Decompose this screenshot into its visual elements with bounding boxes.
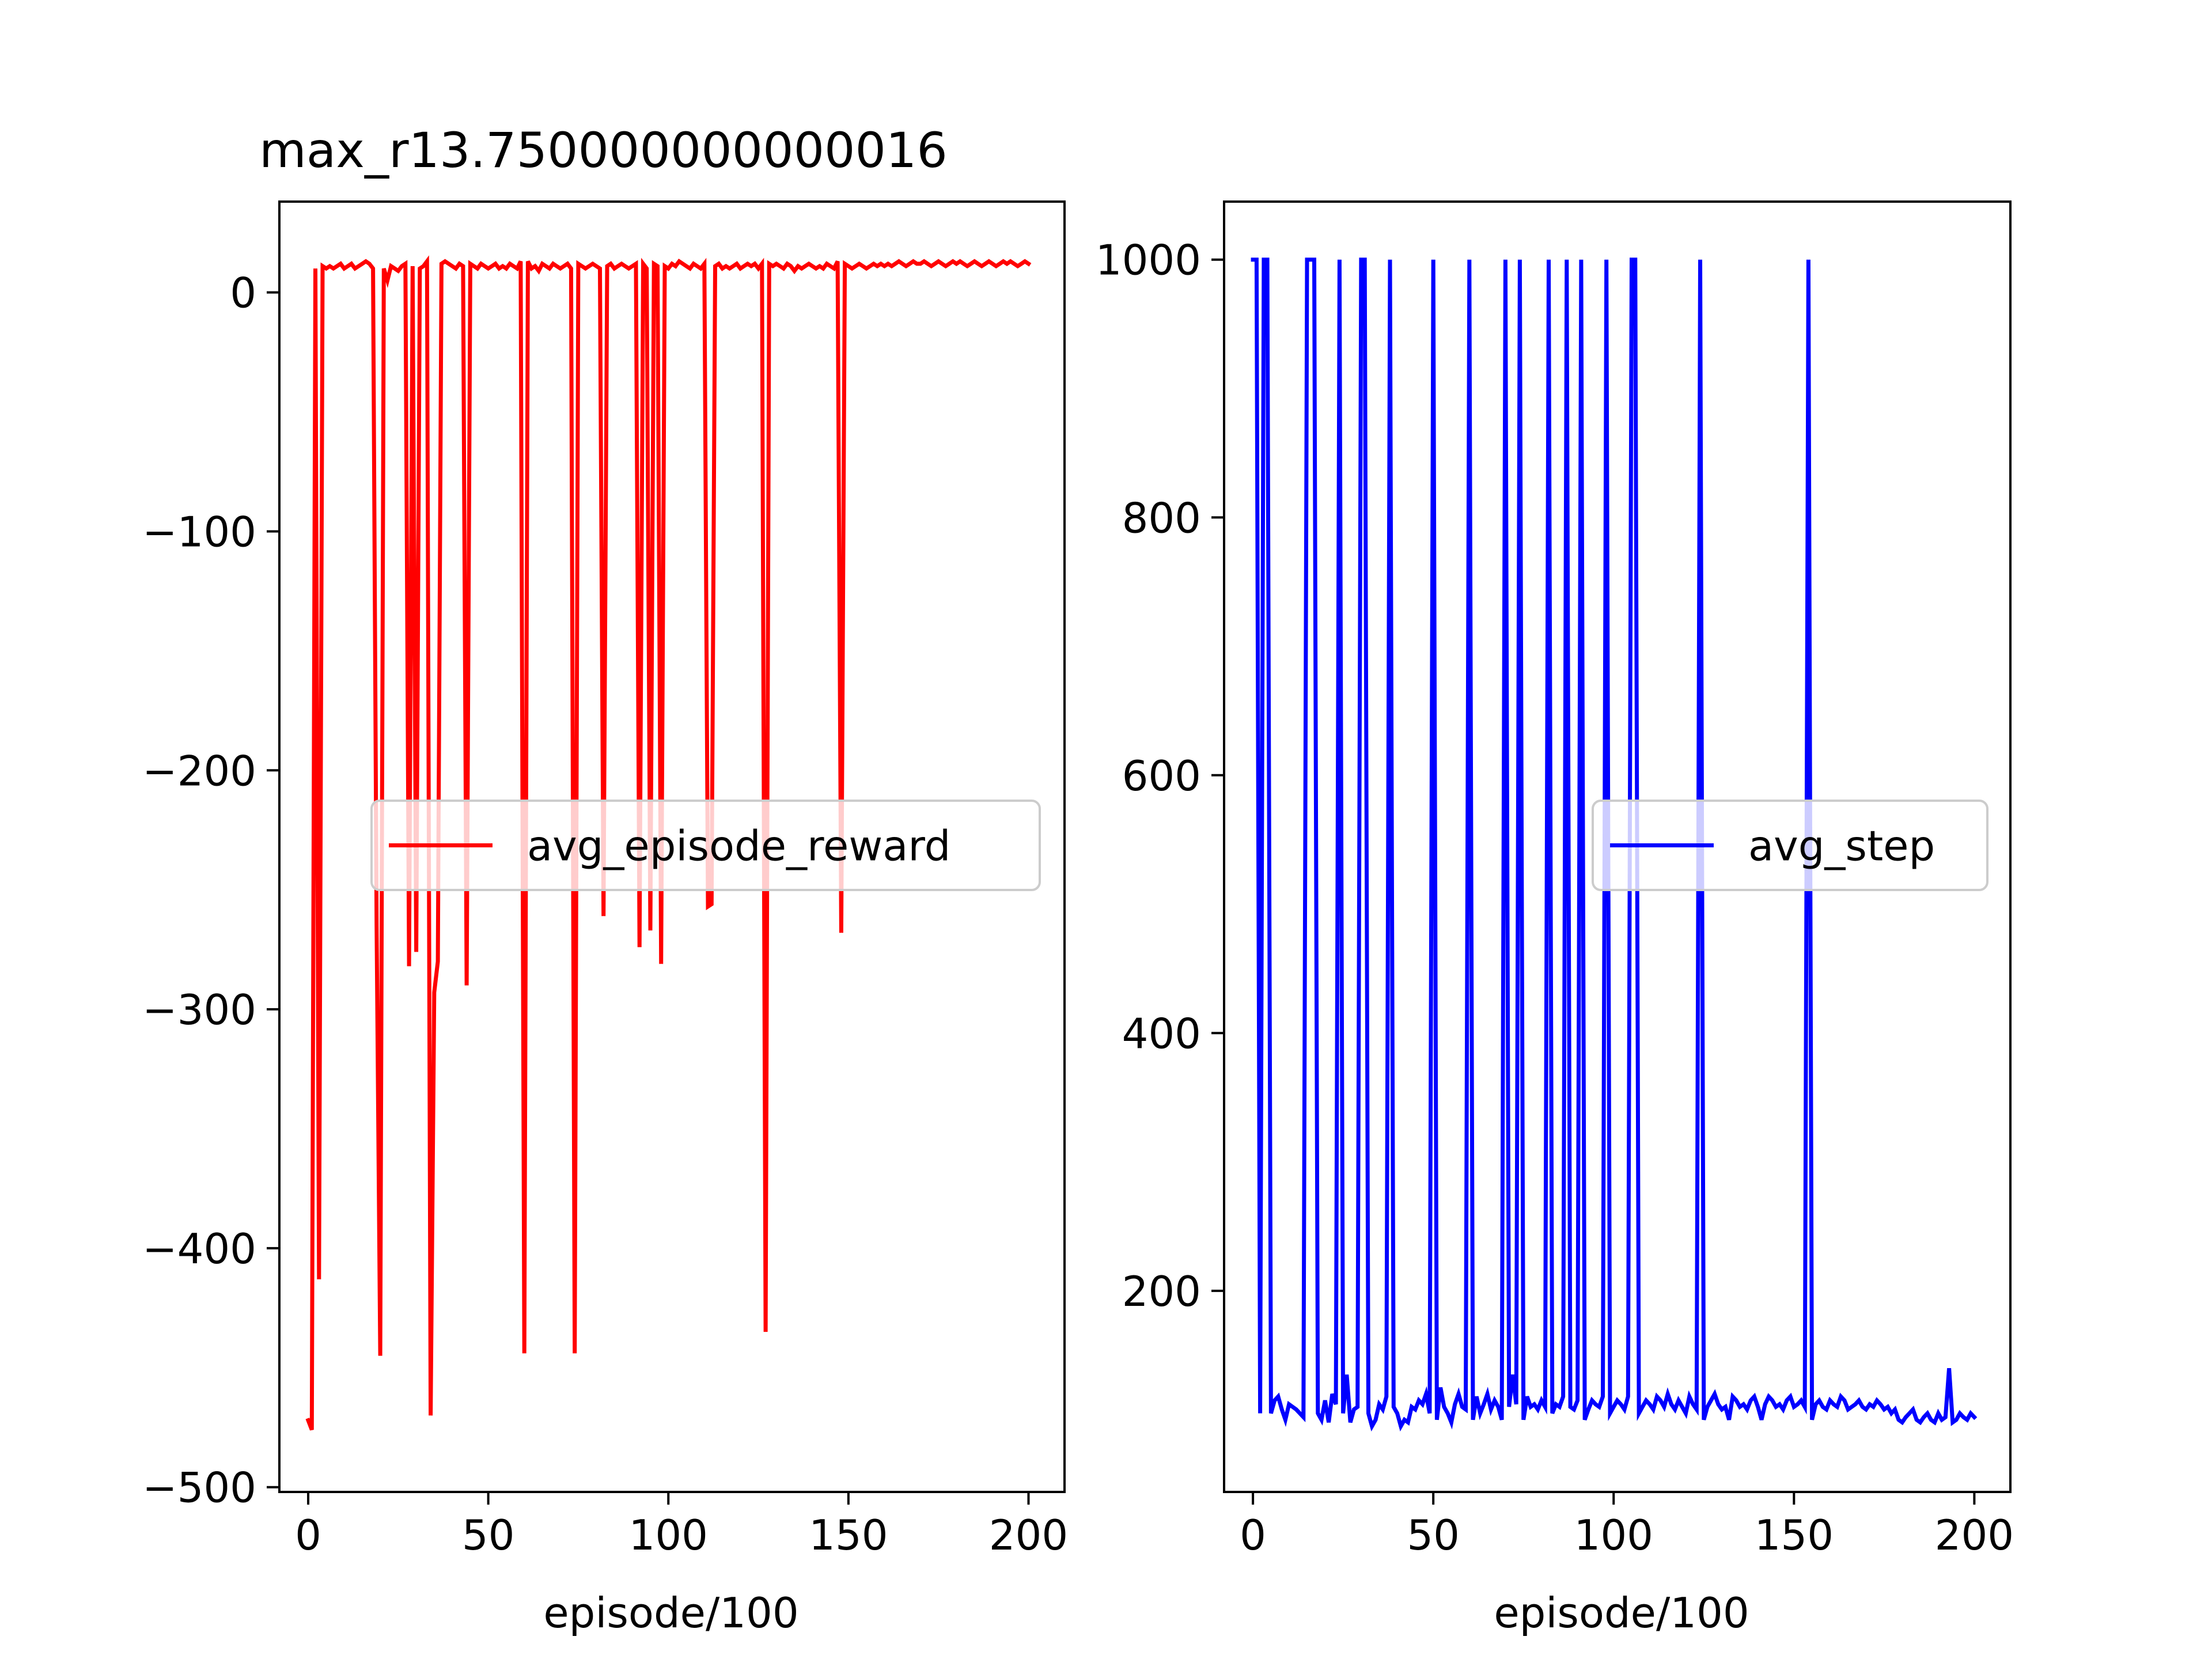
reward-series-line-0 [305, 255, 1032, 1431]
step-y-tick-label: 600 [1122, 752, 1201, 800]
reward-y-tick-label: −400 [142, 1225, 256, 1273]
reward-y-tick-label: 0 [230, 269, 256, 317]
step-axes-frame [1223, 200, 2012, 1493]
step-y-tick-label: 400 [1122, 1009, 1201, 1058]
reward-chart: max_r13.750000000000016 0 50 100 150 200 0 −10… [142, 122, 1068, 1637]
step-x-tick-label: 0 [1240, 1511, 1266, 1559]
reward-x-axis-label: episode/100 [543, 1589, 798, 1637]
step-legend-box [1592, 800, 1988, 891]
reward-legend: avg_episode_reward [370, 800, 1041, 891]
step-plot-area: 0 50 100 150 200 200 400 600 800 1000 avg_step [1096, 200, 2014, 1559]
chart-title: max_r13.750000000000016 [259, 122, 948, 179]
reward-plot-area: 0 50 100 150 200 0 −100 −200 −300 −400 −500 avg_epi… [142, 200, 1068, 1559]
reward-x-tick-label: 100 [629, 1511, 708, 1559]
step-series-line-0 [1251, 257, 1978, 1432]
step-x-tick-label: 100 [1574, 1511, 1653, 1559]
reward-axes-frame [278, 200, 1066, 1493]
step-chart: 0 50 100 150 200 200 400 600 800 1000 avg_step epi… [1096, 200, 2014, 1637]
step-x-tick-label: 150 [1755, 1511, 1834, 1559]
reward-y-tick-label: −300 [142, 986, 256, 1034]
reward-legend-label: avg_episode_reward [527, 822, 950, 870]
reward-x-tick-label: 200 [989, 1511, 1068, 1559]
reward-y-tick-label: −200 [142, 747, 256, 795]
reward-y-tick-label: −100 [142, 507, 256, 556]
step-y-tick-label: 200 [1122, 1267, 1201, 1316]
step-x-tick-label: 200 [1935, 1511, 2014, 1559]
step-legend: avg_step [1592, 800, 1988, 891]
step-x-tick-label: 50 [1407, 1511, 1460, 1559]
step-legend-label: avg_step [1748, 822, 1935, 870]
reward-x-tick-label: 150 [809, 1511, 888, 1559]
step-y-tick-label: 1000 [1096, 236, 1201, 285]
reward-x-tick-label: 0 [295, 1511, 321, 1559]
step-x-axis-label: episode/100 [1494, 1589, 1749, 1637]
reward-legend-box [370, 800, 1041, 891]
reward-y-tick-label: −500 [142, 1464, 256, 1512]
reward-x-tick-label: 50 [462, 1511, 515, 1559]
step-y-tick-label: 800 [1122, 494, 1201, 542]
